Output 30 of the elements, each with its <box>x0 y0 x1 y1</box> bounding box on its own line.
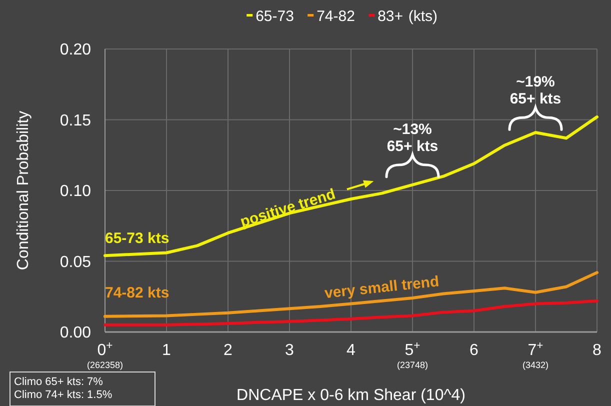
x-tick-label: 0$^{+}$ (262358) <box>86 340 124 370</box>
text: Climo 65+ kts: 7% <box>14 376 104 388</box>
legend-label: 83+ <box>378 8 404 25</box>
x-tick-label: 4 <box>346 342 356 359</box>
y-tick-label: 0.20 <box>60 42 92 59</box>
x-tick-label: 5$^{+}$ (23748) <box>396 340 428 370</box>
text: Climo 74+ kts: 1.5% <box>14 389 112 401</box>
annotation: ~19% 65+ kts <box>510 74 562 108</box>
line-series <box>104 115 598 258</box>
legend-label: 74-82 <box>316 8 355 25</box>
y-tick-label: 0.05 <box>60 254 92 271</box>
x-axis-title: DNCAPE x 0-6 km Shear (10^4) <box>236 387 466 404</box>
annotation: 65-73 kts <box>105 230 170 247</box>
x-tick-label: 8 <box>592 342 602 359</box>
x-tick-label: 1 <box>162 342 172 359</box>
y-axis-title: Conditional Probability <box>15 110 32 270</box>
annotation: very small trend <box>324 273 440 302</box>
line-series <box>104 299 598 326</box>
line-series <box>104 271 598 318</box>
y-tick-label: 0.10 <box>60 183 92 200</box>
x-tick-label: 3 <box>285 342 294 359</box>
x-tick-label: 6 <box>470 342 479 359</box>
legend-label: 65-73 <box>256 8 294 25</box>
y-tick-label: 0.00 <box>60 324 92 342</box>
annotation: ~13% 65+ kts <box>386 120 438 155</box>
annotation: 74-82 kts <box>105 284 170 302</box>
legend-title: (kts) <box>408 8 438 25</box>
x-tick-label: 7$^{+}$ (3432) <box>522 340 549 370</box>
x-tick-label: 2 <box>224 342 233 359</box>
y-tick-label: 0.15 <box>60 112 92 130</box>
